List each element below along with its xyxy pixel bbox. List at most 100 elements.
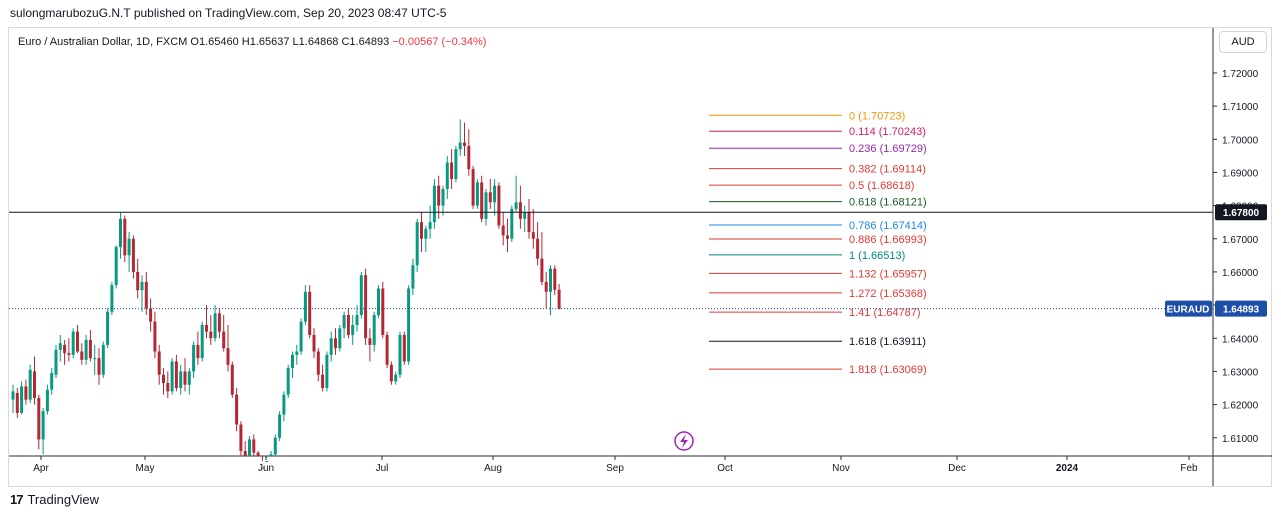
candle-body	[321, 374, 325, 389]
x-tick-label: Sep	[606, 463, 624, 474]
candle	[411, 258, 415, 296]
candle	[37, 394, 41, 450]
candle-body	[63, 344, 67, 354]
candle-body	[144, 281, 148, 309]
candle-body	[54, 349, 58, 375]
candle	[441, 185, 445, 216]
candle	[480, 175, 484, 223]
candle-body	[58, 343, 62, 350]
candle-body	[157, 351, 161, 375]
candle-body	[37, 397, 41, 440]
candle	[88, 329, 92, 362]
candle-body	[205, 324, 208, 332]
candle-body	[480, 182, 484, 219]
candle-body	[50, 373, 54, 390]
candle	[342, 311, 346, 339]
candle-body	[510, 208, 514, 239]
candle-body	[316, 351, 320, 375]
chart-frame	[8, 27, 1272, 487]
candle-body	[252, 439, 256, 453]
candle-body	[192, 344, 196, 372]
x-tick-label: Dec	[948, 463, 966, 474]
candle-body	[441, 189, 445, 206]
fib-level-label: 1.132 (1.65957)	[849, 268, 927, 280]
candle-body	[536, 238, 540, 259]
candle-body	[131, 238, 135, 272]
candle-body	[351, 324, 355, 335]
candle-body	[273, 437, 277, 455]
y-tick-label: 1.67000	[1222, 235, 1259, 246]
candle	[256, 451, 260, 456]
candle	[136, 258, 140, 299]
lightning-icon	[674, 431, 694, 451]
x-tick-label: Jul	[376, 463, 389, 474]
fib-level-label: 1.41 (1.64787)	[849, 307, 921, 319]
candle-body	[334, 338, 337, 349]
candle-body	[415, 222, 419, 266]
candle	[325, 351, 329, 392]
candle-body	[28, 369, 32, 400]
candle	[329, 331, 333, 362]
candle	[63, 339, 67, 365]
candle	[506, 218, 509, 253]
candle	[157, 344, 161, 385]
fibonacci-extension[interactable]: 0 (1.70723) 0.114 (1.70243) 0.236 (1.69729…	[709, 110, 927, 376]
candle-body	[523, 212, 527, 219]
lightning-icon-bolt	[680, 434, 688, 448]
fib-level-label: 0.5 (1.68618)	[849, 180, 914, 192]
fib-level-label: 0.382 (1.69114)	[849, 164, 926, 176]
fib-level-label: 0.236 (1.69729)	[849, 143, 927, 155]
candle	[493, 179, 497, 216]
candle-body	[196, 344, 200, 359]
candle-body	[338, 328, 342, 349]
candle	[381, 281, 385, 339]
candle-body	[291, 354, 294, 369]
x-tick-label: Feb	[1180, 463, 1198, 474]
candle-body	[385, 334, 389, 365]
candle-body	[265, 460, 269, 462]
x-tick-label: Jun	[258, 463, 274, 474]
candle	[144, 271, 148, 316]
candle-body	[123, 218, 127, 256]
candle	[93, 344, 97, 375]
last-price-label: 1.64893	[1223, 305, 1260, 316]
candle	[183, 358, 187, 392]
candle	[514, 175, 518, 213]
candle-body	[518, 202, 522, 219]
candle	[174, 354, 178, 392]
candle	[454, 145, 458, 183]
candle	[58, 334, 62, 362]
candle-body	[407, 288, 411, 362]
candle-body	[260, 467, 264, 469]
candle-body	[355, 315, 359, 325]
candle-body	[67, 353, 71, 355]
candle-body	[230, 364, 234, 395]
candle-body	[149, 308, 153, 322]
candle	[364, 268, 368, 345]
candle	[312, 328, 316, 359]
candle	[398, 331, 402, 379]
candle-body	[127, 238, 131, 256]
candle	[217, 308, 221, 339]
candle	[527, 198, 531, 239]
candle-body	[420, 222, 423, 239]
candle-body	[540, 258, 544, 282]
currency-button[interactable]: AUD	[1219, 31, 1267, 53]
x-tick-label: 2024	[1056, 463, 1079, 474]
last-price-badge	[1215, 300, 1267, 317]
candle-body	[93, 358, 97, 360]
fib-level-label: 0.114 (1.70243)	[849, 126, 926, 138]
tradingview-logo[interactable]: 17 TradingView	[10, 492, 99, 507]
candle-body	[119, 218, 122, 248]
chart-legend: Euro / Australian Dollar, 1D, FXCM O1.65…	[18, 36, 486, 48]
x-tick-label: Aug	[484, 463, 502, 474]
candle-body	[97, 358, 101, 375]
candle	[488, 179, 492, 209]
candle	[544, 271, 548, 309]
candle-body	[243, 451, 247, 456]
candle	[338, 324, 342, 352]
candle	[205, 305, 208, 339]
candle-body	[11, 391, 15, 400]
candle-body	[209, 331, 213, 339]
